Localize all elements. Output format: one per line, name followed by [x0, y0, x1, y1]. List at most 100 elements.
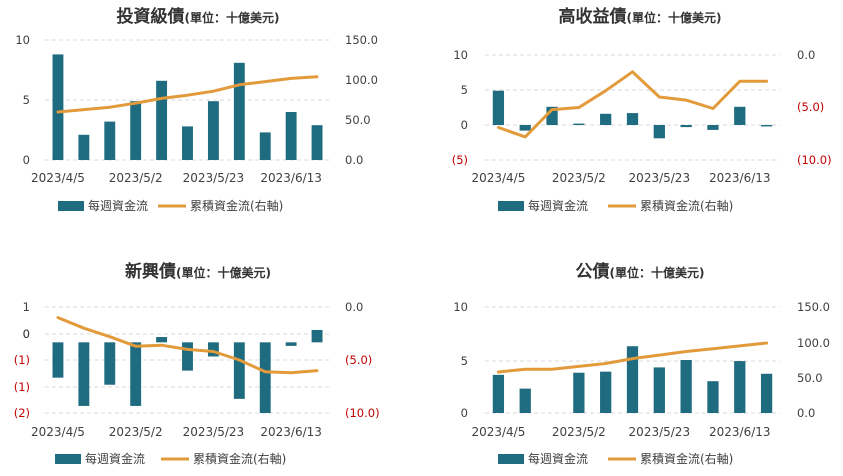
chart2-x-tick-label: 2023/4/5 — [471, 171, 525, 185]
chart2-x-tick-label: 2023/5/2 — [552, 171, 606, 185]
chart3-left-tick-label: 0 — [23, 327, 30, 341]
chart1-bar — [311, 125, 323, 160]
chart4-right-tick-label: 50.0 — [797, 371, 823, 385]
chart3-x-tick-label: 2023/5/23 — [183, 425, 245, 439]
chart1-subtitle: (單位：十億美元) — [185, 10, 280, 25]
chart3-right-tick-label: (5.0) — [345, 353, 372, 367]
chart2-subtitle: (單位：十億美元) — [627, 10, 722, 25]
chart4-bar — [600, 371, 612, 413]
chart3-bar — [207, 342, 219, 357]
chart1-bar — [52, 54, 64, 160]
chart3-bar — [52, 342, 64, 378]
chart3-left-tick-label: 1 — [23, 300, 30, 314]
chart2-title: 高收益債(單位：十億美元) — [559, 6, 722, 27]
chart3-legend-line-label: 累積資金流(右軸) — [193, 451, 286, 466]
chart2-bar — [680, 125, 692, 128]
chart3-left-tick-label: 0 — [23, 327, 30, 341]
chart4-bar — [734, 361, 746, 413]
chart4-title: 公債(單位：十億美元) — [576, 261, 705, 282]
chart2-left-tick-label: 5 — [461, 83, 468, 97]
chart3-bar — [233, 342, 245, 399]
chart3-right-tick-label: 0.0 — [345, 300, 363, 314]
chart1-bar — [78, 134, 90, 160]
chart4-bar — [573, 372, 585, 413]
chart2-right-tick-label: (5.0) — [797, 100, 824, 114]
chart2-x-tick-label: 2023/6/13 — [709, 171, 771, 185]
chart3-left-tick-label: (1) — [14, 380, 30, 394]
chart3-x-tick-label: 2023/6/13 — [260, 425, 322, 439]
chart2-legend-line-label: 累積資金流(右軸) — [640, 198, 733, 213]
chart1-bar — [130, 101, 142, 160]
chart1-bar — [207, 101, 219, 160]
chart4-bar — [680, 360, 692, 413]
chart4-x-tick-label: 2023/4/5 — [471, 425, 525, 439]
chart4-right-tick-label: 0.0 — [797, 406, 815, 420]
chart2-bar — [492, 90, 505, 125]
chart2-bar — [626, 113, 639, 125]
chart2-left-tick-label: 0 — [461, 118, 468, 132]
chart3-bar — [78, 342, 90, 406]
chart3-left-tick-label: (1) — [14, 353, 30, 367]
chart1-x-tick-label: 2023/4/5 — [31, 171, 85, 185]
chart4-legend-bar-label: 每週資金流 — [528, 451, 588, 466]
chart4-left-tick-label: 0 — [461, 406, 468, 420]
chart2-right-tick-label: 0.0 — [797, 48, 815, 62]
chart2-x-tick-label: 2023/5/23 — [629, 171, 691, 185]
chart1-left-tick-label: 0 — [23, 153, 30, 167]
chart4-left-tick-label: 10 — [453, 300, 468, 314]
chart3-left-tick-label: (2) — [14, 406, 30, 420]
chart1-bar — [259, 132, 271, 160]
chart1-legend-bar-swatch — [58, 201, 84, 211]
chart1-right-tick-label: 50.0 — [345, 113, 371, 127]
chart4-legend-bar-swatch — [498, 454, 524, 464]
chart3-bar — [311, 329, 323, 343]
chart1-bar — [182, 126, 193, 160]
chart3-bar — [285, 342, 297, 346]
chart2-left-tick-label: 10 — [453, 48, 468, 62]
chart2-legend-bar-swatch — [498, 201, 524, 211]
chart1-x-tick-label: 2023/5/2 — [109, 171, 163, 185]
chart4-title-main: 公債 — [576, 261, 610, 282]
chart3-bar — [130, 342, 142, 406]
chart2-right-tick-label: (10.0) — [797, 153, 832, 167]
chart1-title: 投資級債(單位：十億美元) — [117, 6, 280, 27]
chart1-x-tick-label: 2023/5/23 — [183, 171, 245, 185]
chart4-bar — [653, 367, 665, 413]
chart1-left-tick-label: 10 — [15, 33, 30, 47]
chart2-bar — [573, 123, 585, 125]
chart2-bar — [707, 125, 719, 130]
chart1-right-tick-label: 0.0 — [345, 153, 363, 167]
chart3-subtitle: (單位：十億美元) — [176, 265, 271, 280]
chart4-bar — [760, 373, 773, 413]
chart4-x-tick-label: 2023/5/2 — [552, 425, 606, 439]
chart4-cumulative-line — [496, 341, 769, 374]
chart2-bar — [519, 125, 531, 131]
chart4-legend-line-label: 累積資金流(右軸) — [640, 451, 733, 466]
chart1-bar — [104, 121, 116, 160]
chart1-legend-bar-label: 每週資金流 — [88, 198, 148, 213]
chart4-left-tick-label: 5 — [461, 354, 468, 368]
chart4-subtitle: (單位：十億美元) — [610, 265, 705, 280]
chart3-title: 新興債(單位：十億美元) — [125, 261, 271, 282]
chart3-bar — [182, 342, 193, 371]
chart1-bar — [285, 112, 297, 160]
chart1-cumulative-line — [56, 75, 319, 114]
chart3-bar — [156, 337, 168, 343]
chart4-bar — [707, 381, 719, 413]
chart2-bar — [734, 106, 746, 125]
chart2-bar — [600, 113, 612, 125]
chart3-legend-bar-swatch — [55, 454, 81, 464]
chart3-title-main: 新興債 — [125, 261, 176, 282]
chart4-right-tick-label: 100.0 — [797, 336, 830, 350]
chart2-legend-bar-label: 每週資金流 — [528, 198, 588, 213]
chart1-legend-line-label: 累積資金流(右軸) — [190, 198, 283, 213]
chart4-x-tick-label: 2023/6/13 — [709, 425, 771, 439]
chart2-bar — [760, 125, 773, 127]
chart2-left-tick-label: (5) — [452, 153, 468, 167]
chart1-bar — [233, 62, 245, 160]
chart3-bar — [104, 342, 116, 385]
chart3-x-tick-label: 2023/4/5 — [31, 425, 85, 439]
chart4-bar — [519, 388, 531, 413]
chart3-bar — [259, 342, 271, 413]
chart3-legend-bar-label: 每週資金流 — [85, 451, 145, 466]
